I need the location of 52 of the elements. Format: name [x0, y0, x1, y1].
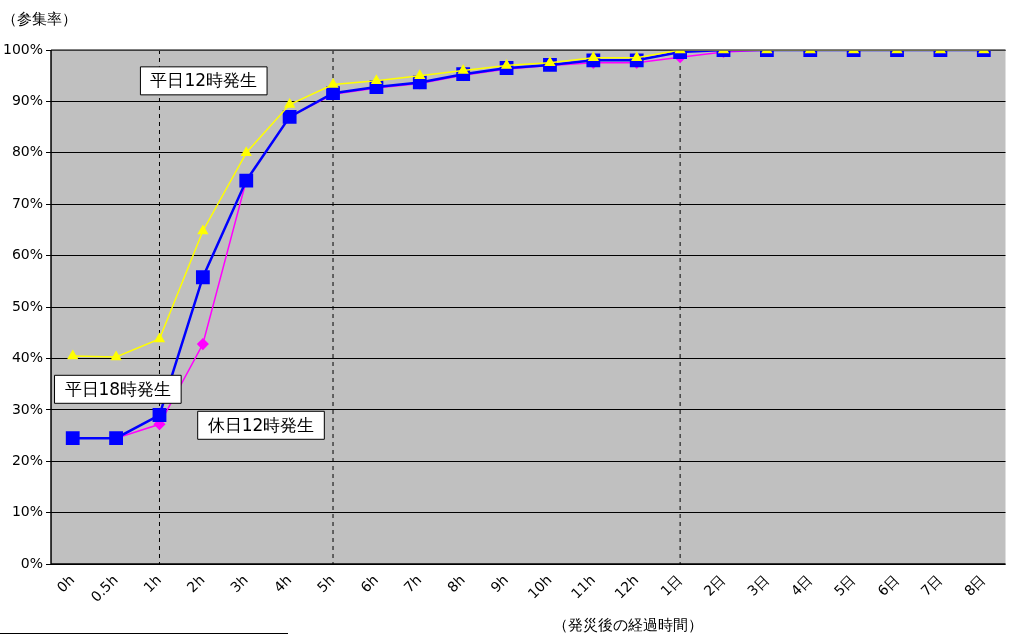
point — [154, 333, 165, 343]
point — [501, 59, 512, 69]
y-tick-label: 100% — [2, 40, 44, 57]
x-tick-label: 8日 — [960, 571, 989, 599]
point — [111, 351, 122, 361]
x-tick-label: 4日 — [787, 571, 815, 599]
y-tick-label: 60% — [11, 246, 44, 263]
y-tick-label: 50% — [11, 297, 44, 314]
point — [152, 408, 167, 422]
y-tick-label: 40% — [11, 349, 44, 366]
y-tick-label: 0% — [20, 554, 44, 571]
point — [544, 57, 556, 67]
x-tick-label: 6h — [357, 571, 382, 596]
y-tick-label: 80% — [11, 143, 44, 160]
x-tick-label: 7日 — [917, 571, 946, 599]
point — [327, 78, 339, 88]
x-tick-label: 1日 — [657, 571, 685, 599]
x-tick-label: 10h — [524, 571, 555, 602]
annotation: 平日12時発生 — [150, 70, 258, 91]
point — [241, 147, 252, 157]
point — [197, 338, 209, 350]
x-tick-label: 8h — [443, 571, 468, 596]
x-tick-label: 5h — [313, 571, 338, 596]
x-tick-label: 2日 — [700, 571, 729, 599]
x-tick-label: 0h — [53, 571, 78, 596]
x-tick-label: 3h — [227, 571, 251, 596]
x-tick-label: 12h — [611, 571, 642, 602]
x-tick-label: 1h — [140, 571, 165, 596]
x-tick-label: 2h — [183, 571, 208, 596]
point — [195, 270, 210, 285]
y-tick-label: 10% — [11, 503, 44, 520]
y-tick-label: 20% — [11, 451, 44, 468]
x-tick-label: 7h — [400, 571, 425, 596]
point — [284, 98, 295, 108]
point — [67, 350, 78, 360]
x-tick-label: 4h — [270, 571, 295, 596]
y-axis-title: （参集率） — [2, 9, 77, 28]
x-axis-title: （発災後の経過時間） — [553, 615, 704, 634]
x-tick-label: 11h — [567, 571, 599, 602]
point — [414, 69, 425, 79]
x-tick-label: 9h — [487, 571, 512, 596]
annotation: 平日18時発生 — [64, 378, 172, 399]
x-tick-label: 5日 — [830, 571, 859, 599]
point — [458, 64, 469, 74]
annotation: 休日12時発生 — [207, 414, 315, 435]
point — [371, 75, 382, 85]
x-tick-label: 6日 — [874, 571, 902, 599]
y-tick-label: 70% — [11, 194, 44, 211]
x-tick-label: 3日 — [744, 571, 772, 599]
y-tick-label: 30% — [11, 400, 44, 417]
point — [197, 225, 208, 235]
y-tick-label: 90% — [11, 92, 44, 109]
